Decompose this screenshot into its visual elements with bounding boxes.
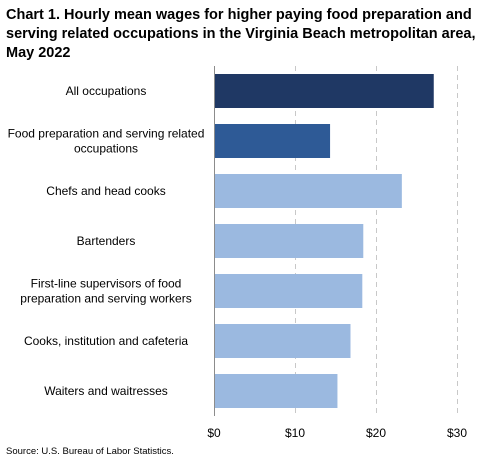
category-label: Cooks, institution and cafeteria (24, 334, 188, 348)
category-label: Chefs and head cooks (46, 184, 165, 198)
x-tick-label: $10 (285, 426, 305, 440)
source-note: Source: U.S. Bureau of Labor Statistics. (6, 446, 174, 457)
category-label: Waiters and waitresses (44, 384, 168, 398)
x-tick-label: $30 (447, 426, 467, 440)
bar (214, 74, 434, 108)
bar (214, 324, 351, 358)
bar (214, 224, 364, 258)
bars (214, 74, 434, 408)
category-label: First-line supervisors of food preparatio… (20, 277, 191, 306)
bar (214, 174, 402, 208)
bar (214, 274, 363, 308)
chart-title: Chart 1. Hourly mean wages for higher pa… (6, 7, 476, 61)
x-tick-label: $20 (366, 426, 386, 440)
category-label: All occupations (66, 84, 147, 98)
bar (214, 374, 338, 408)
tick-labels: $0 $10 $20 $30 (207, 426, 467, 440)
x-tick-label: $0 (207, 426, 221, 440)
category-labels: All occupations Food preparation and serv… (8, 84, 205, 398)
bar (214, 124, 331, 158)
category-label: Bartenders (77, 234, 136, 248)
category-label: Food preparation and serving related occu… (8, 127, 205, 156)
